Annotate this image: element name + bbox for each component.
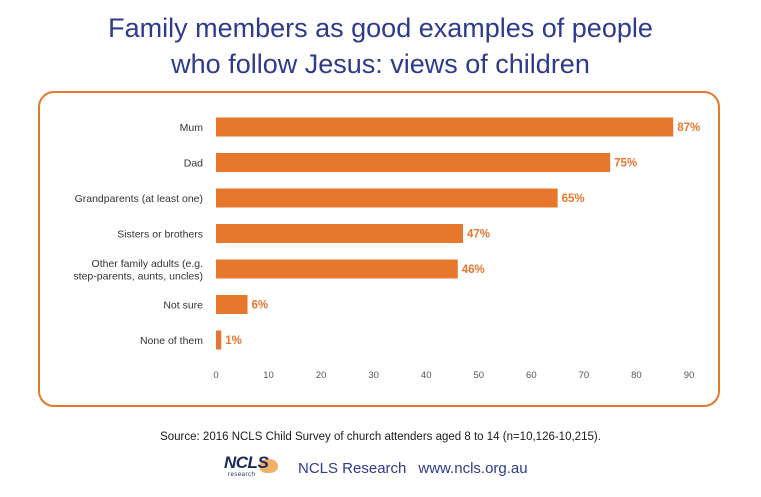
category-label: None of them <box>140 335 203 347</box>
chart-title-line-2: who follow Jesus: views of children <box>171 49 590 79</box>
source-note: Source: 2016 NCLS Child Survey of church… <box>160 431 601 443</box>
x-tick-label: 10 <box>263 370 274 381</box>
x-tick-label: 30 <box>368 370 379 381</box>
bar-value-label: 65% <box>562 193 585 205</box>
category-label: Other family adults (e.g. step-parents, a… <box>73 258 203 283</box>
bar-value-label: 46% <box>462 264 485 276</box>
bar <box>216 188 558 208</box>
bar-value-label: 6% <box>252 300 269 312</box>
bar <box>216 224 464 243</box>
footer: NCLS research NCLS Research www.ncls.org… <box>222 452 642 484</box>
bar-value-label: 75% <box>614 158 637 170</box>
x-tick-label: 20 <box>316 370 327 381</box>
category-label: Dad <box>184 158 203 170</box>
bar <box>216 117 674 137</box>
bar <box>216 330 222 350</box>
ncls-logo: NCLS research <box>222 453 284 483</box>
x-tick-label: 80 <box>631 370 642 381</box>
footer-org-name: NCLS Research <box>298 459 407 477</box>
bar-value-label: 87% <box>677 122 700 134</box>
x-tick-label: 40 <box>421 370 432 381</box>
bar <box>216 295 248 314</box>
footer-url: www.ncls.org.au <box>418 459 528 477</box>
x-tick-label: 70 <box>579 370 590 381</box>
category-label: Sisters or brothers <box>117 229 203 241</box>
category-label: Not sure <box>163 300 203 312</box>
x-tick-label: 0 <box>213 370 218 381</box>
chart-title-line-1: Family members as good examples of peopl… <box>108 13 653 43</box>
logo-subtext: research <box>228 472 256 478</box>
x-tick-label: 60 <box>526 370 537 381</box>
bar-value-label: 1% <box>225 335 242 347</box>
category-label: Grandparents (at least one) <box>75 193 203 205</box>
australia-map-icon <box>260 459 278 473</box>
x-tick-label: 50 <box>473 370 484 381</box>
chart-frame <box>38 91 720 407</box>
logo-text: NCLS <box>224 453 269 472</box>
bar <box>216 153 611 172</box>
chart-title: Family members as good examples of peopl… <box>0 10 761 82</box>
x-tick-label: 90 <box>684 370 695 381</box>
bar <box>216 259 458 279</box>
category-label: Mum <box>180 122 204 134</box>
bar-value-label: 47% <box>467 229 490 241</box>
